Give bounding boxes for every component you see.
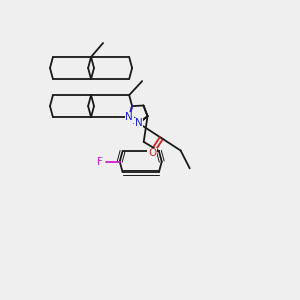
Text: N: N [125,112,133,122]
Text: F: F [97,157,103,166]
Text: O: O [148,148,156,158]
Text: N: N [135,118,142,128]
